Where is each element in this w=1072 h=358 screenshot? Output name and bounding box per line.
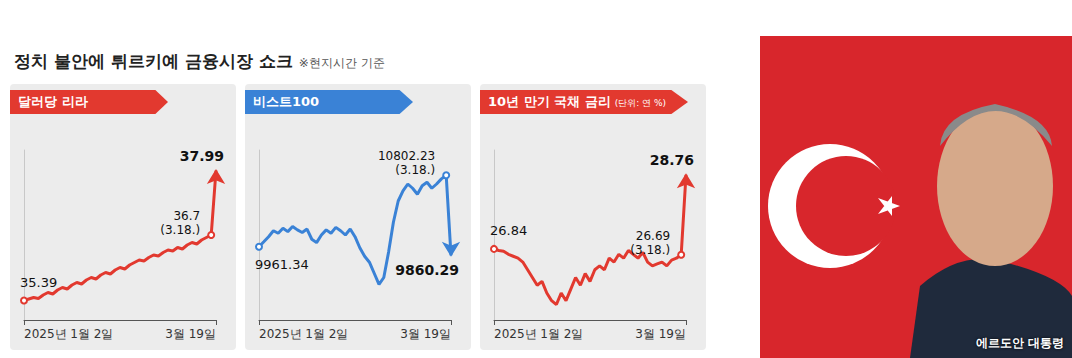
svg-text:2025년 1월 2일: 2025년 1월 2일 xyxy=(24,327,113,341)
svg-text:37.99: 37.99 xyxy=(180,148,224,164)
svg-text:(3.18.): (3.18.) xyxy=(160,223,200,237)
svg-text:9961.34: 9961.34 xyxy=(255,257,309,272)
svg-text:2025년 1월 2일: 2025년 1월 2일 xyxy=(494,327,583,341)
svg-text:35.39: 35.39 xyxy=(20,275,57,290)
svg-text:26.84: 26.84 xyxy=(490,223,527,238)
svg-text:28.76: 28.76 xyxy=(650,152,694,168)
html-text:에르도안 대통령: 에르도안 대통령 xyxy=(975,336,1064,350)
svg-text:3월 19일: 3월 19일 xyxy=(165,327,216,341)
html-text:정치 불안에 튀르키예 금융시장 쇼크 ※현지시간 기준: 정치 불안에 튀르키예 금융시장 쇼크 ※현지시간 기준 xyxy=(14,51,385,71)
html-text:비스트100: 비스트100 xyxy=(253,94,320,109)
svg-text:3월 19일: 3월 19일 xyxy=(400,327,451,341)
svg-text:26.69: 26.69 xyxy=(636,229,670,243)
svg-text:10802.23: 10802.23 xyxy=(378,149,435,163)
svg-text:2025년 1월 2일: 2025년 1월 2일 xyxy=(259,327,348,341)
html-text:달러당 리라: 달러당 리라 xyxy=(18,94,88,109)
svg-text:9860.29: 9860.29 xyxy=(395,262,459,278)
svg-text:36.7: 36.7 xyxy=(173,209,200,223)
svg-text:3월 19일: 3월 19일 xyxy=(635,327,686,341)
html-text:10년 만기 국채 금리 (단위: 연 %): 10년 만기 국채 금리 (단위: 연 %) xyxy=(488,94,666,109)
svg-text:(3.18.): (3.18.) xyxy=(395,163,435,177)
svg-text:(3.18.): (3.18.) xyxy=(630,243,670,257)
